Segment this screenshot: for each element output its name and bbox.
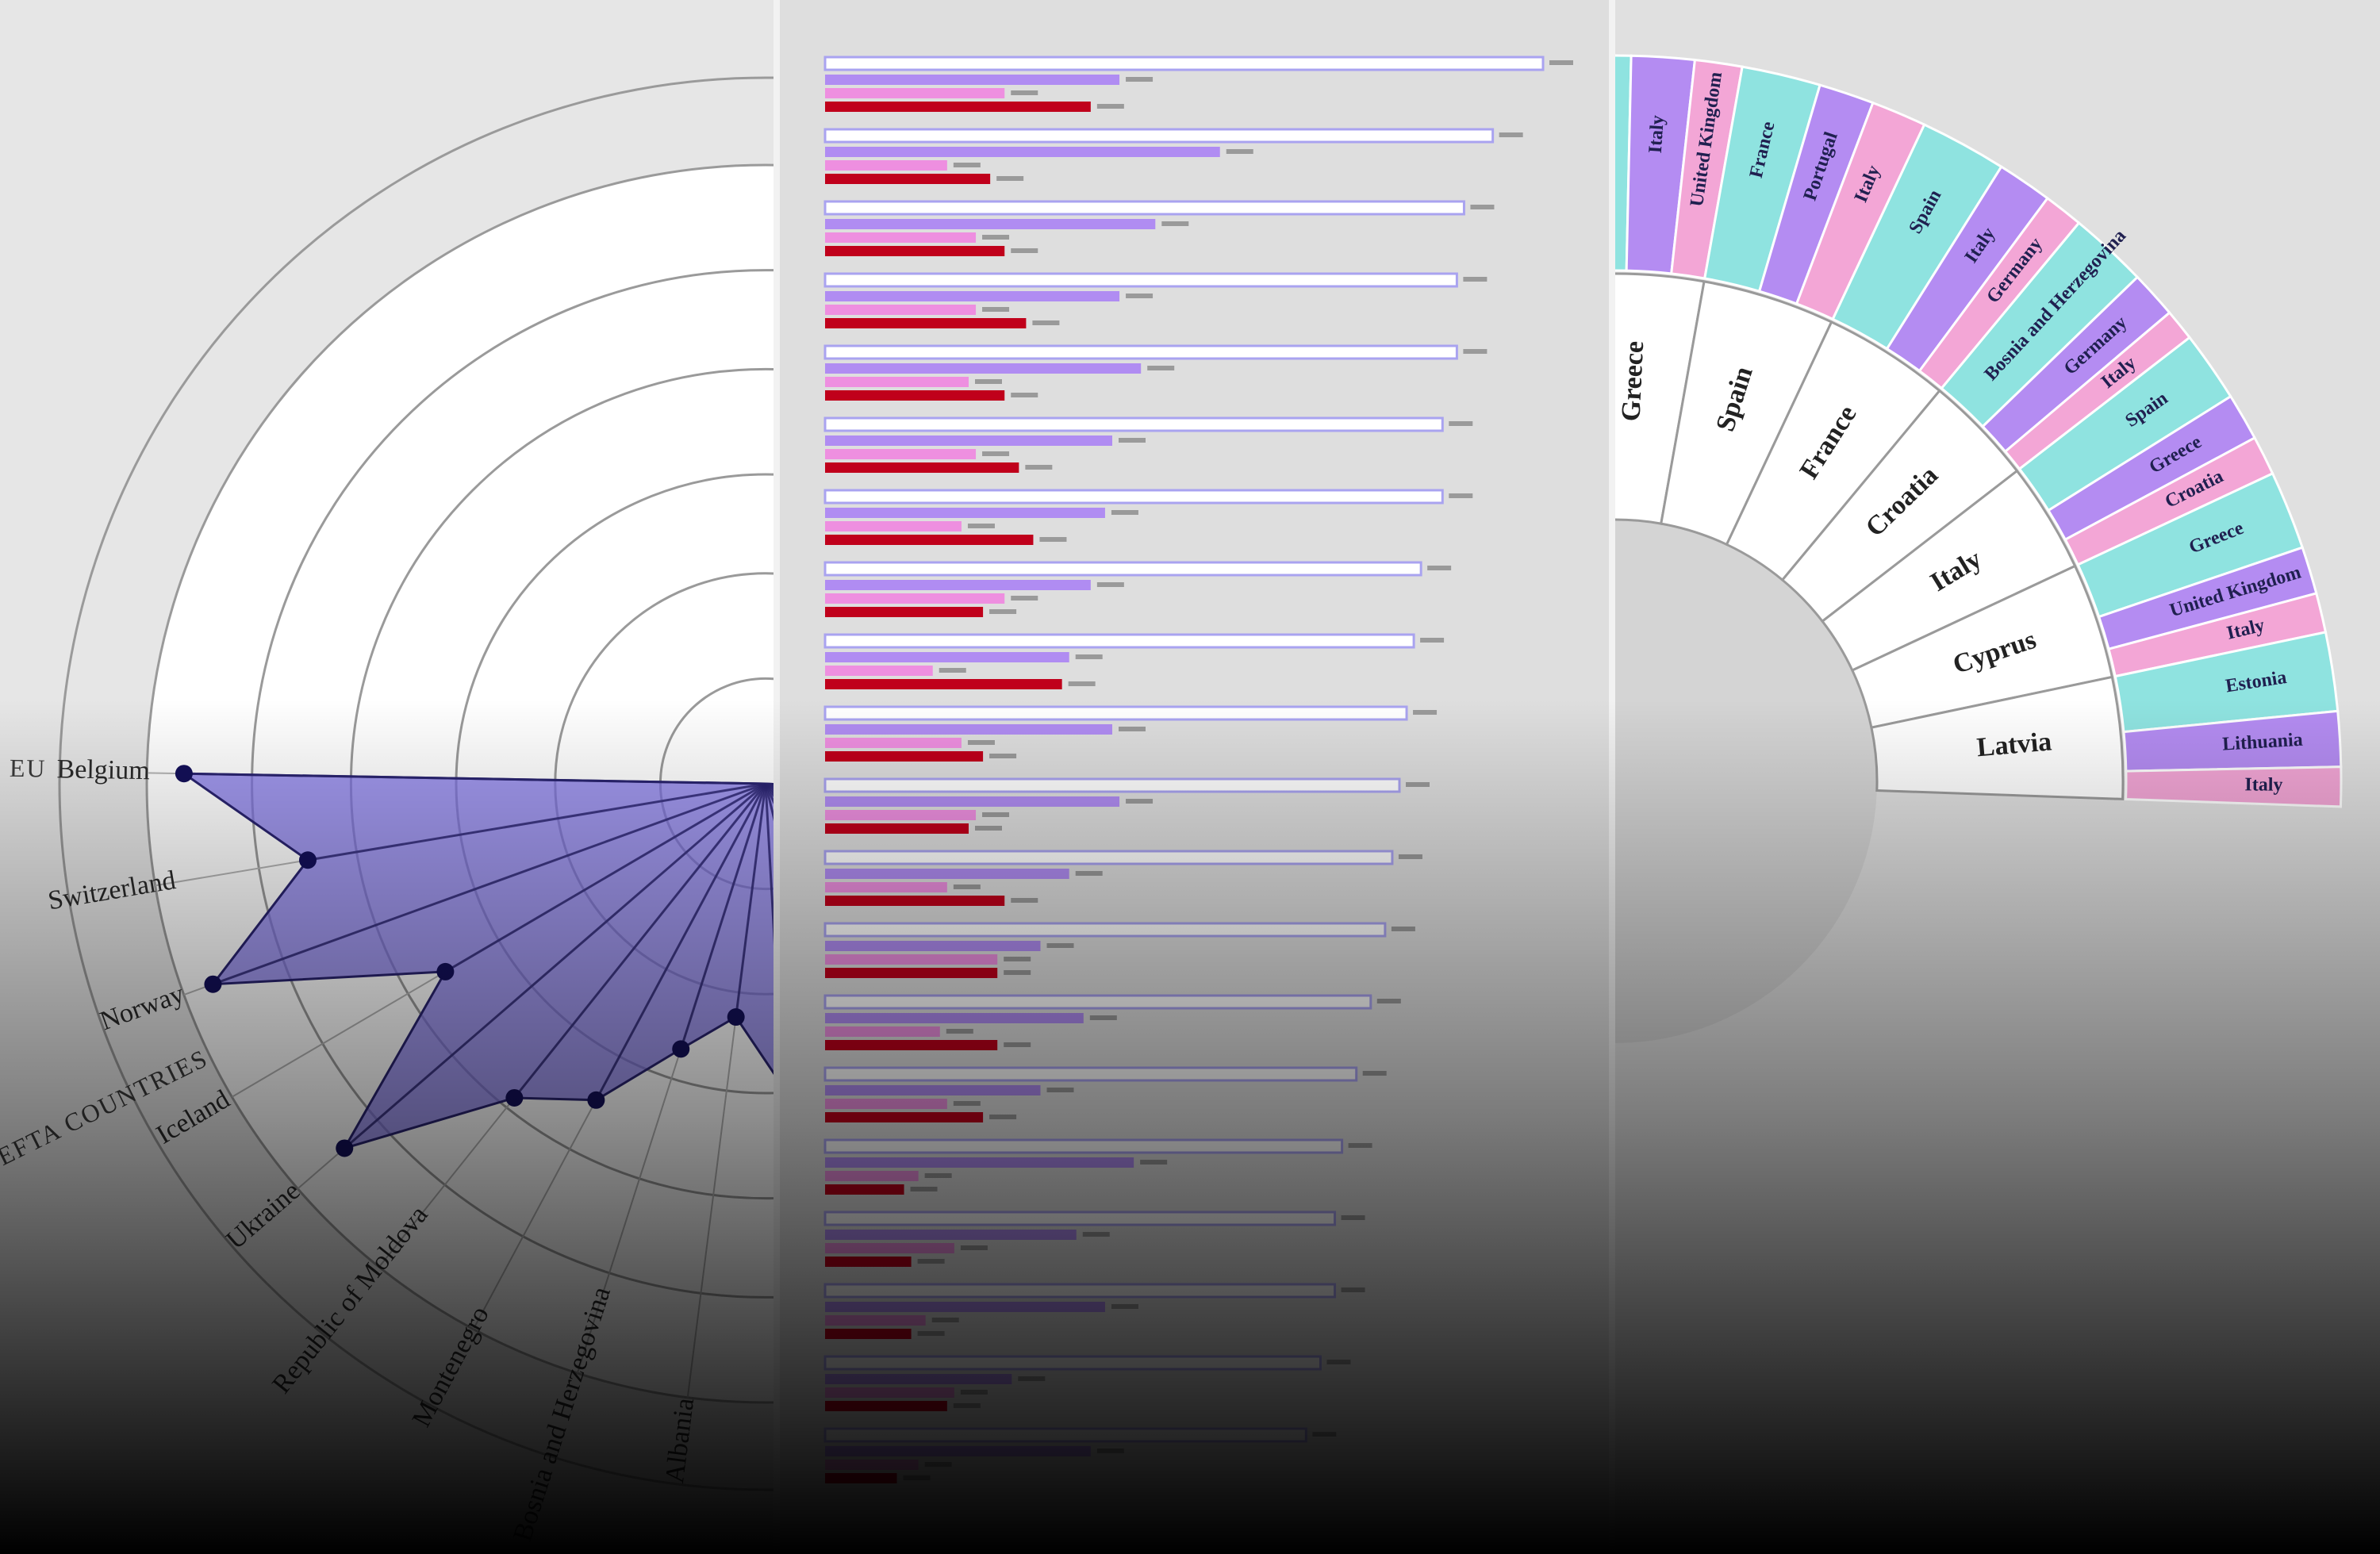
- dashboard-canvas: BelgiumSwitzerlandNorwayIcelandUkraineRe…: [0, 0, 2380, 1554]
- fade-overlay: [0, 0, 2380, 1554]
